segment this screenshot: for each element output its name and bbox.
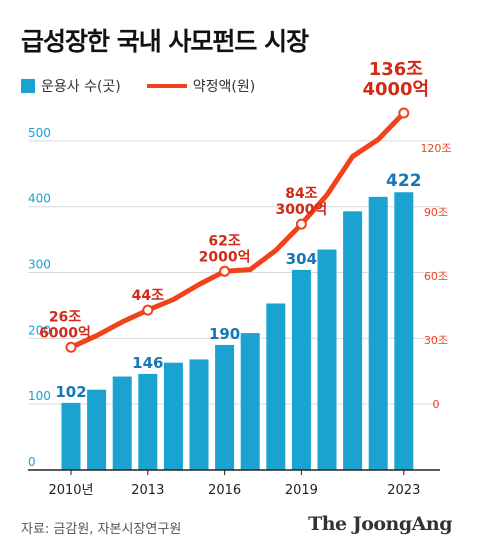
bars bbox=[61, 192, 414, 471]
bar bbox=[87, 389, 107, 470]
line-marker bbox=[398, 107, 410, 119]
source-note: 자료: 금감원, 자본시장연구원 bbox=[21, 522, 182, 537]
line-data-label: 136조 bbox=[369, 59, 423, 80]
publisher-logo: The JoongAng bbox=[308, 513, 452, 535]
bar bbox=[138, 373, 158, 470]
bar-data-label: 304 bbox=[286, 250, 317, 268]
right-tick-label: 0 bbox=[433, 398, 440, 411]
bar-data-label: 146 bbox=[132, 354, 163, 372]
axes: 0 100 200 300 400 500 0 30조 60조 90조 120조 2010년 2013 2… bbox=[28, 126, 452, 498]
left-tick-label: 400 bbox=[28, 192, 51, 206]
x-tick-label: 2016 bbox=[208, 483, 241, 498]
x-tick-label: 2013 bbox=[131, 483, 164, 498]
line-data-label: 4000억 bbox=[362, 79, 429, 100]
bar bbox=[189, 359, 209, 470]
line-data-label: 44조 bbox=[132, 288, 164, 304]
left-tick-label: 300 bbox=[28, 258, 51, 272]
legend-bar-label: 운용사 수(곳) bbox=[41, 79, 121, 95]
right-tick-label: 120조 bbox=[420, 142, 451, 155]
bar-data-label: 102 bbox=[55, 383, 86, 401]
x-tick-label: 2019 bbox=[285, 483, 318, 498]
bar bbox=[343, 211, 363, 471]
chart-title: 급성장한 국내 사모펀드 시장 bbox=[21, 27, 309, 56]
right-tick-label: 90조 bbox=[424, 206, 448, 219]
bar bbox=[112, 376, 132, 470]
line-marker bbox=[219, 265, 231, 277]
bar bbox=[368, 196, 388, 470]
line-marker bbox=[142, 304, 154, 316]
commitment-line bbox=[65, 107, 410, 353]
left-tick-label: 0 bbox=[28, 455, 36, 469]
legend-line-swatch bbox=[146, 79, 187, 93]
bar bbox=[163, 362, 183, 470]
line-data-label: 2000억 bbox=[199, 249, 251, 265]
bar bbox=[394, 192, 414, 471]
bar-data-label: 190 bbox=[209, 325, 240, 343]
commitment-series-line bbox=[68, 110, 407, 350]
legend-bar-swatch bbox=[21, 79, 35, 93]
bar bbox=[215, 344, 235, 470]
line-data-label: 6000억 bbox=[39, 325, 91, 341]
right-tick-label: 60조 bbox=[424, 270, 448, 283]
left-tick-label: 200 bbox=[28, 323, 51, 337]
line-marker bbox=[295, 218, 307, 230]
x-tick-label: 2010년 bbox=[48, 483, 93, 498]
line-data-label: 84조 bbox=[285, 186, 317, 202]
line-data-label: 26조 bbox=[49, 309, 81, 325]
line-data-label: 62조 bbox=[208, 233, 240, 249]
bar-data-label: 422 bbox=[386, 171, 422, 191]
x-tick-label: 2023 bbox=[387, 483, 420, 498]
legend-line-label: 약정액(원) bbox=[192, 79, 256, 95]
line-data-label: 3000억 bbox=[275, 202, 327, 218]
bar bbox=[61, 402, 81, 470]
left-tick-label: 500 bbox=[28, 126, 51, 140]
legend: 운용사 수(곳) 약정액(원) bbox=[21, 76, 255, 96]
bar bbox=[317, 249, 337, 470]
right-tick-label: 30조 bbox=[424, 334, 448, 347]
bar bbox=[291, 269, 311, 470]
bar bbox=[240, 333, 260, 470]
left-tick-label: 100 bbox=[28, 389, 51, 403]
line-marker bbox=[65, 341, 77, 353]
bar bbox=[266, 303, 286, 470]
